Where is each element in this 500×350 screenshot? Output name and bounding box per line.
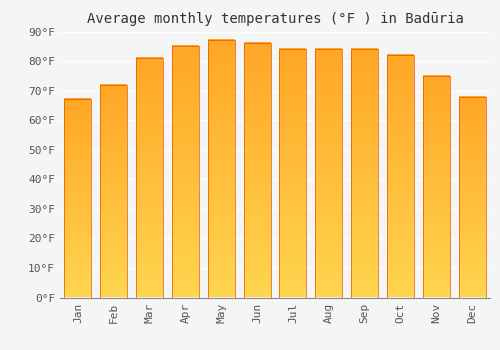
- Bar: [172, 46, 199, 298]
- Bar: [100, 85, 127, 298]
- Bar: [423, 76, 450, 298]
- Bar: [351, 49, 378, 298]
- Bar: [136, 58, 163, 298]
- Bar: [208, 40, 234, 298]
- Title: Average monthly temperatures (°F ) in Badūria: Average monthly temperatures (°F ) in Ba…: [86, 12, 464, 26]
- Bar: [64, 99, 92, 298]
- Bar: [316, 49, 342, 298]
- Bar: [280, 49, 306, 298]
- Bar: [387, 55, 414, 298]
- Bar: [244, 43, 270, 298]
- Bar: [458, 97, 485, 298]
